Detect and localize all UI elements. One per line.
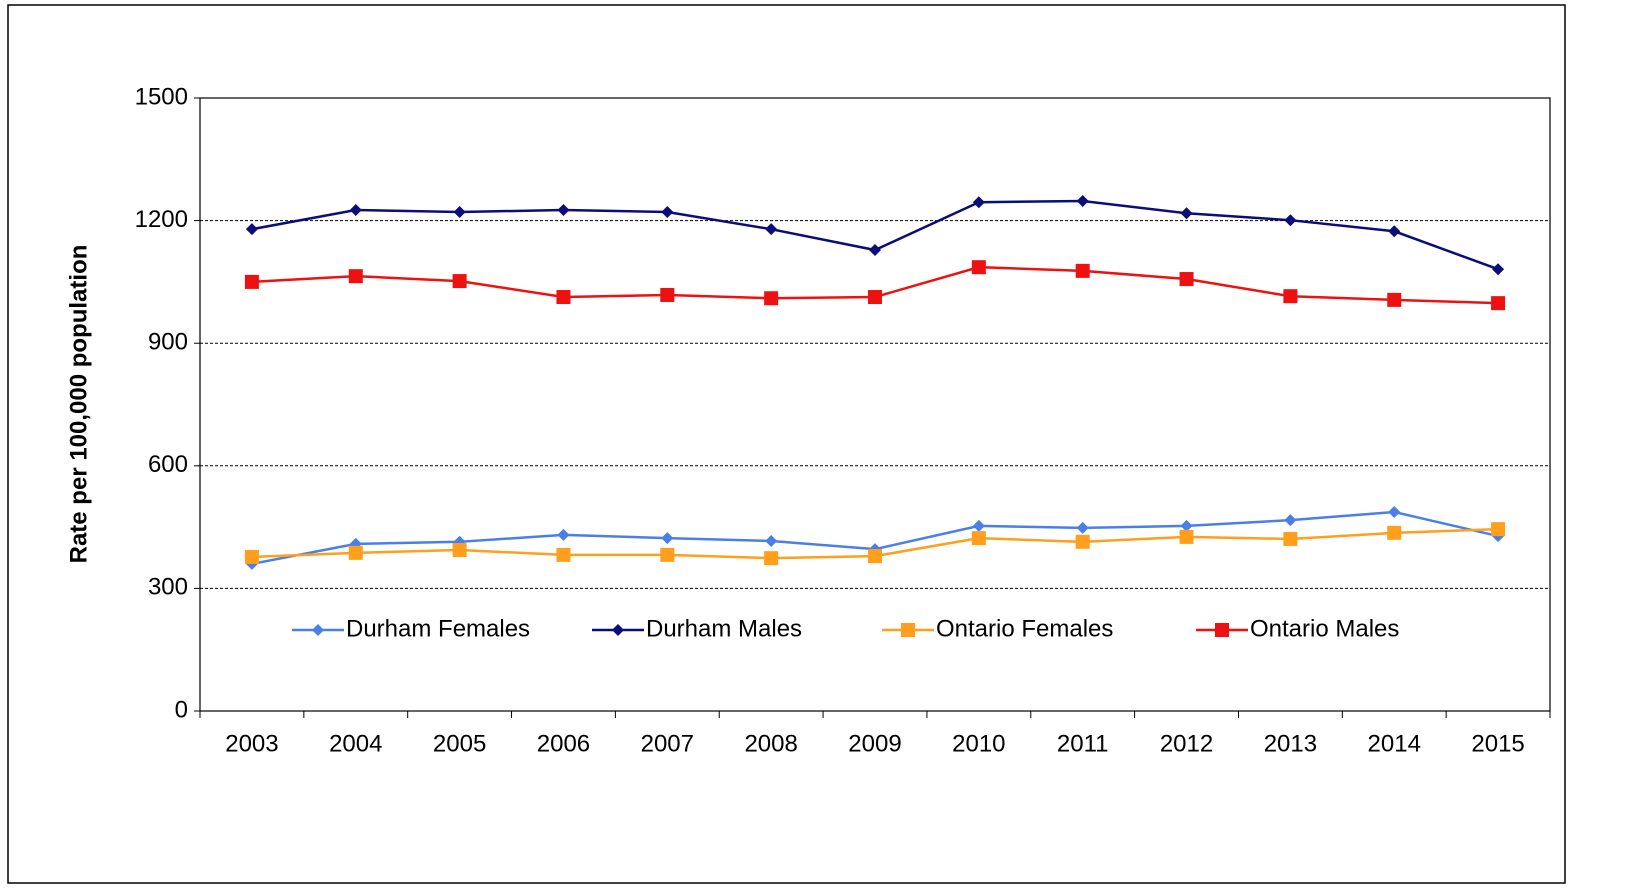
- x-tick-label: 2013: [1264, 730, 1317, 757]
- x-tick-label: 2010: [952, 730, 1005, 757]
- x-tick-label: 2012: [1160, 730, 1213, 757]
- y-tick-label: 0: [175, 696, 188, 723]
- x-tick-label: 2003: [225, 730, 278, 757]
- marker: [1388, 505, 1401, 518]
- marker: [972, 196, 985, 209]
- marker: [612, 624, 624, 636]
- marker: [868, 290, 882, 305]
- x-tick-label: 2015: [1471, 730, 1524, 757]
- marker: [1075, 263, 1090, 278]
- marker: [1491, 296, 1506, 311]
- marker: [1179, 529, 1194, 544]
- marker: [1283, 289, 1298, 304]
- x-tick-label: 2009: [848, 730, 901, 757]
- marker: [452, 274, 467, 289]
- marker: [1492, 263, 1505, 276]
- marker: [660, 287, 675, 302]
- plot-area: [199, 97, 1551, 712]
- marker: [901, 623, 915, 637]
- legend-label: Durham Males: [646, 615, 802, 642]
- marker: [1388, 225, 1401, 238]
- marker: [1491, 522, 1506, 537]
- marker: [1387, 525, 1402, 540]
- marker: [972, 519, 985, 532]
- x-tick-label: 2005: [433, 730, 486, 757]
- chart-border: [7, 4, 1566, 884]
- marker: [1076, 521, 1089, 534]
- marker: [1076, 194, 1089, 207]
- marker: [868, 549, 882, 564]
- marker: [765, 223, 778, 236]
- marker: [661, 206, 674, 219]
- marker: [349, 203, 362, 216]
- marker: [244, 274, 259, 289]
- marker: [453, 206, 466, 219]
- marker: [1284, 514, 1297, 527]
- marker: [557, 528, 570, 541]
- marker: [348, 545, 363, 560]
- y-tick-label: 300: [148, 574, 188, 601]
- marker: [971, 531, 986, 546]
- x-tick-label: 2008: [744, 730, 797, 757]
- marker: [348, 269, 363, 284]
- x-tick-label: 2006: [537, 730, 590, 757]
- marker: [1180, 519, 1193, 532]
- marker: [1075, 534, 1090, 549]
- marker: [1180, 207, 1193, 220]
- marker: [557, 203, 570, 216]
- x-tick-label: 2004: [329, 730, 382, 757]
- marker: [765, 534, 778, 547]
- marker: [869, 244, 881, 257]
- series-line: [251, 199, 1499, 271]
- marker: [764, 551, 779, 566]
- marker: [556, 547, 571, 562]
- legend-label: Ontario Males: [1250, 615, 1399, 642]
- y-tick-label: 600: [148, 451, 188, 478]
- legend-label: Ontario Females: [936, 615, 1113, 642]
- marker: [1283, 531, 1298, 546]
- marker: [971, 260, 986, 275]
- marker: [244, 549, 259, 564]
- x-tick-label: 2014: [1368, 730, 1421, 757]
- marker: [452, 542, 467, 557]
- marker: [661, 532, 674, 545]
- legend-label: Durham Females: [346, 615, 530, 642]
- marker: [1179, 272, 1194, 287]
- marker: [1387, 292, 1402, 307]
- marker: [556, 290, 571, 305]
- y-tick-label: 900: [148, 329, 188, 356]
- marker: [1284, 214, 1297, 227]
- x-tick-label: 2011: [1057, 730, 1109, 757]
- marker: [245, 223, 258, 236]
- x-tick-label: 2007: [641, 730, 694, 757]
- y-axis-label: Rate per 100,000 population: [65, 245, 92, 564]
- marker: [1215, 623, 1229, 637]
- marker: [312, 624, 324, 636]
- marker: [764, 291, 779, 306]
- y-tick-label: 1200: [135, 206, 188, 233]
- marker: [660, 547, 675, 562]
- y-tick-label: 1500: [135, 83, 188, 110]
